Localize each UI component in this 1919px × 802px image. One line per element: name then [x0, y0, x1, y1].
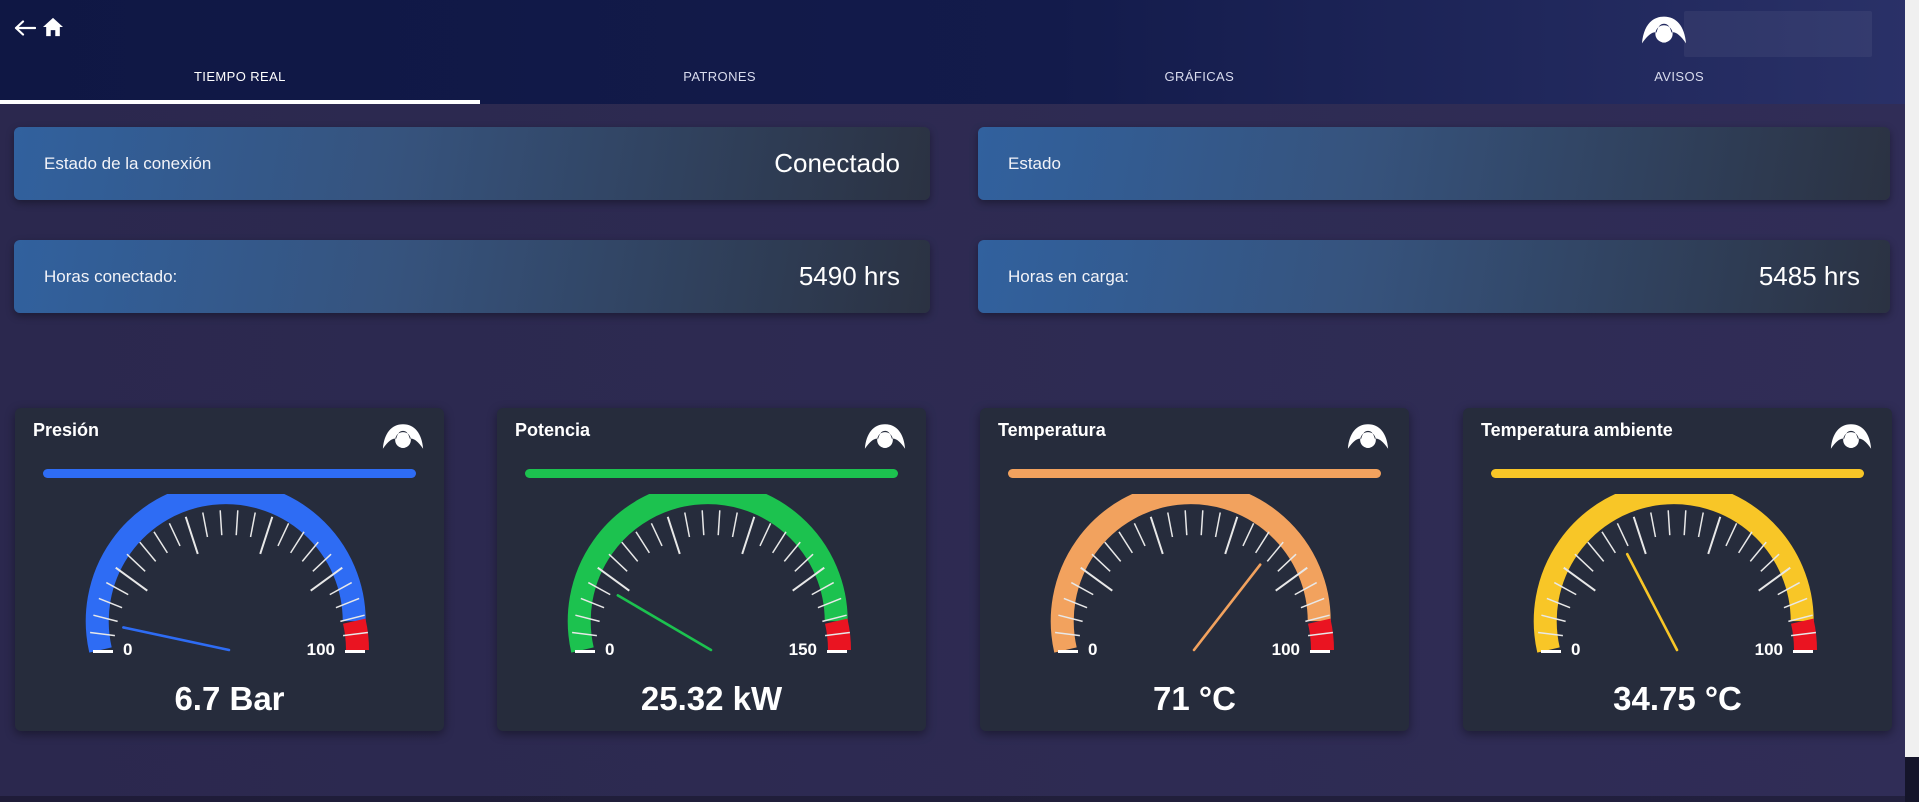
gauge-icon: [1347, 421, 1389, 452]
tab-bar: TIEMPO REAL PATRONES GRÁFICAS AVISOS: [0, 62, 1919, 104]
gauge-title: Temperatura ambiente: [1481, 420, 1673, 440]
scrollbar[interactable]: [1905, 0, 1919, 757]
gauge-icon: [382, 421, 424, 452]
bottom-edge: [0, 796, 1905, 802]
status-value: 5490 hrs: [798, 261, 900, 291]
tab-tiempo-real[interactable]: TIEMPO REAL: [0, 62, 480, 104]
tab-avisos[interactable]: AVISOS: [1439, 62, 1919, 104]
gauge-dial: 0 100: [1533, 494, 1817, 659]
back-icon[interactable]: [14, 20, 37, 36]
gauge-color-bar: [525, 469, 898, 478]
tab-patrones[interactable]: PATRONES: [480, 62, 960, 104]
status-label: Estado de la conexión: [44, 153, 212, 173]
home-icon[interactable]: [42, 17, 64, 37]
gauge-min-label: 0: [1088, 640, 1097, 659]
gauge-color-bar: [43, 469, 416, 478]
horas-conectado-card: Horas conectado: 5490 hrs: [14, 240, 930, 313]
gauge-color-bar: [1491, 469, 1864, 478]
gauge-value: 6.7 Bar: [174, 680, 285, 717]
gauge-max-label: 100: [1755, 640, 1783, 659]
gauge-title: Presión: [33, 420, 100, 440]
scrollbar-corner: [1905, 757, 1919, 802]
gauge-value: 71 °C: [1153, 680, 1236, 717]
gauge-icon: [864, 421, 906, 452]
gauge-title: Temperatura: [998, 420, 1106, 440]
gauge-dial: 0 150: [567, 494, 851, 659]
gauge-card-potencia: Potencia 0 150 25.32 kW: [497, 408, 926, 731]
gauge-dial: 0 100: [85, 494, 369, 659]
status-label: Horas en carga:: [1008, 266, 1129, 286]
gauge-dial: 0 100: [1050, 494, 1334, 659]
gauge-max-label: 100: [1272, 640, 1300, 659]
gauge-max-label: 150: [789, 640, 817, 659]
gauge-card-presion: Presión 0 100 6.7 Bar: [15, 408, 444, 731]
tab-label: PATRONES: [683, 69, 757, 84]
topbar-action-area[interactable]: [1684, 11, 1872, 57]
tab-graficas[interactable]: GRÁFICAS: [960, 62, 1440, 104]
topbar: TIEMPO REAL PATRONES GRÁFICAS AVISOS: [0, 0, 1919, 104]
gauge-card-temperatura: Temperatura 0 100 71 °C: [980, 408, 1409, 731]
tab-label: AVISOS: [1654, 69, 1705, 84]
gauge-card-temperatura-ambiente: Temperatura ambiente 0 100 34.75 °C: [1463, 408, 1892, 731]
gauge-title: Potencia: [515, 420, 591, 440]
gauge-max-label: 100: [307, 640, 335, 659]
brand-gauge-icon[interactable]: [1641, 13, 1687, 47]
status-value: Conectado: [774, 148, 900, 178]
tab-label: TIEMPO REAL: [193, 69, 286, 84]
status-value: 5485 hrs: [1758, 261, 1860, 291]
tab-label: GRÁFICAS: [1164, 69, 1235, 84]
gauge-value: 34.75 °C: [1613, 680, 1742, 717]
gauge-value: 25.32 kW: [640, 680, 783, 717]
horas-en-carga-card: Horas en carga: 5485 hrs: [978, 240, 1890, 313]
status-label: Horas conectado:: [44, 266, 178, 286]
gauge-color-bar: [1008, 469, 1381, 478]
gauge-icon: [1830, 421, 1872, 452]
gauge-min-label: 0: [1571, 640, 1580, 659]
gauge-min-label: 0: [123, 640, 132, 659]
estado-card: Estado: [978, 127, 1890, 200]
connection-status-card: Estado de la conexión Conectado: [14, 127, 930, 200]
gauge-min-label: 0: [605, 640, 614, 659]
status-label: Estado: [1008, 153, 1061, 173]
